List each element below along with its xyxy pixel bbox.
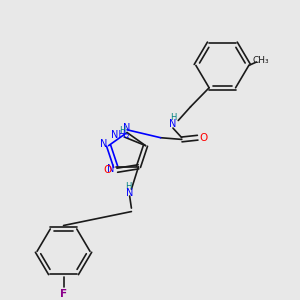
Text: N: N	[107, 164, 114, 173]
Text: NH₂: NH₂	[111, 130, 129, 140]
Text: H: H	[119, 126, 126, 135]
Text: H: H	[125, 182, 131, 191]
Text: O: O	[103, 165, 112, 175]
Text: F: F	[60, 289, 67, 299]
Text: O: O	[200, 133, 208, 143]
Text: N: N	[169, 119, 177, 129]
Text: N: N	[126, 188, 133, 198]
Text: H: H	[170, 113, 176, 122]
Text: N: N	[100, 139, 107, 149]
Text: CH₃: CH₃	[253, 56, 269, 65]
Text: N: N	[123, 123, 131, 133]
